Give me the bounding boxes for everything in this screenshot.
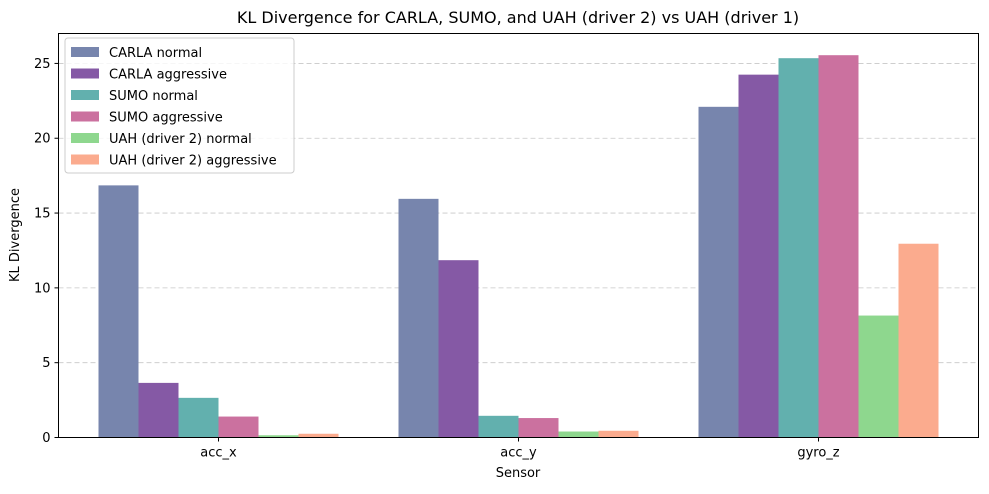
legend-swatch <box>71 133 99 143</box>
y-axis-label: KL Divergence <box>8 188 23 282</box>
bar <box>398 198 439 438</box>
bars <box>98 55 939 438</box>
y-tick-label: 25 <box>34 57 51 72</box>
bar <box>818 55 859 438</box>
bar <box>518 418 559 438</box>
bar <box>218 416 259 438</box>
legend: CARLA normal CARLA aggressive SUMO normal S… <box>64 37 295 174</box>
legend-label: CARLA normal <box>109 46 202 61</box>
legend-swatch <box>71 68 99 79</box>
bar <box>178 397 219 438</box>
bar <box>558 431 599 438</box>
legend-label: SUMO aggressive <box>109 111 223 126</box>
legend-label: UAH (driver 2) aggressive <box>109 154 277 169</box>
legend-swatch <box>71 90 99 100</box>
x-axis-label: Sensor <box>496 466 541 481</box>
bar <box>98 185 139 438</box>
legend-label: CARLA aggressive <box>109 68 227 83</box>
bar <box>738 74 779 438</box>
y-tick-label: 0 <box>42 431 50 446</box>
bar <box>598 430 639 438</box>
x-tick-label: acc_y <box>500 446 537 461</box>
bar <box>778 58 819 438</box>
y-tick-label: 5 <box>42 356 50 371</box>
legend-box <box>64 37 295 174</box>
y-tick-label: 20 <box>34 132 51 147</box>
y-axis: 0 5 10 15 20 25 <box>34 57 59 446</box>
bar <box>858 315 899 438</box>
bar <box>258 435 299 438</box>
bar <box>438 260 479 438</box>
bar <box>898 243 939 438</box>
x-tick-label: gyro_z <box>797 446 839 461</box>
legend-swatch <box>71 154 99 165</box>
legend-label: UAH (driver 2) normal <box>109 132 252 147</box>
bar <box>138 382 179 438</box>
legend-swatch <box>71 47 99 57</box>
x-tick-label: acc_x <box>200 446 237 461</box>
bar <box>478 415 519 438</box>
chart-title: KL Divergence for CARLA, SUMO, and UAH (… <box>237 8 799 27</box>
bar <box>698 106 739 438</box>
bar <box>298 433 339 438</box>
legend-label: SUMO normal <box>109 89 198 104</box>
x-axis: acc_x acc_y gyro_z <box>200 437 840 461</box>
legend-swatch <box>71 111 99 122</box>
y-tick-label: 15 <box>34 207 51 222</box>
y-tick-label: 10 <box>34 281 51 296</box>
